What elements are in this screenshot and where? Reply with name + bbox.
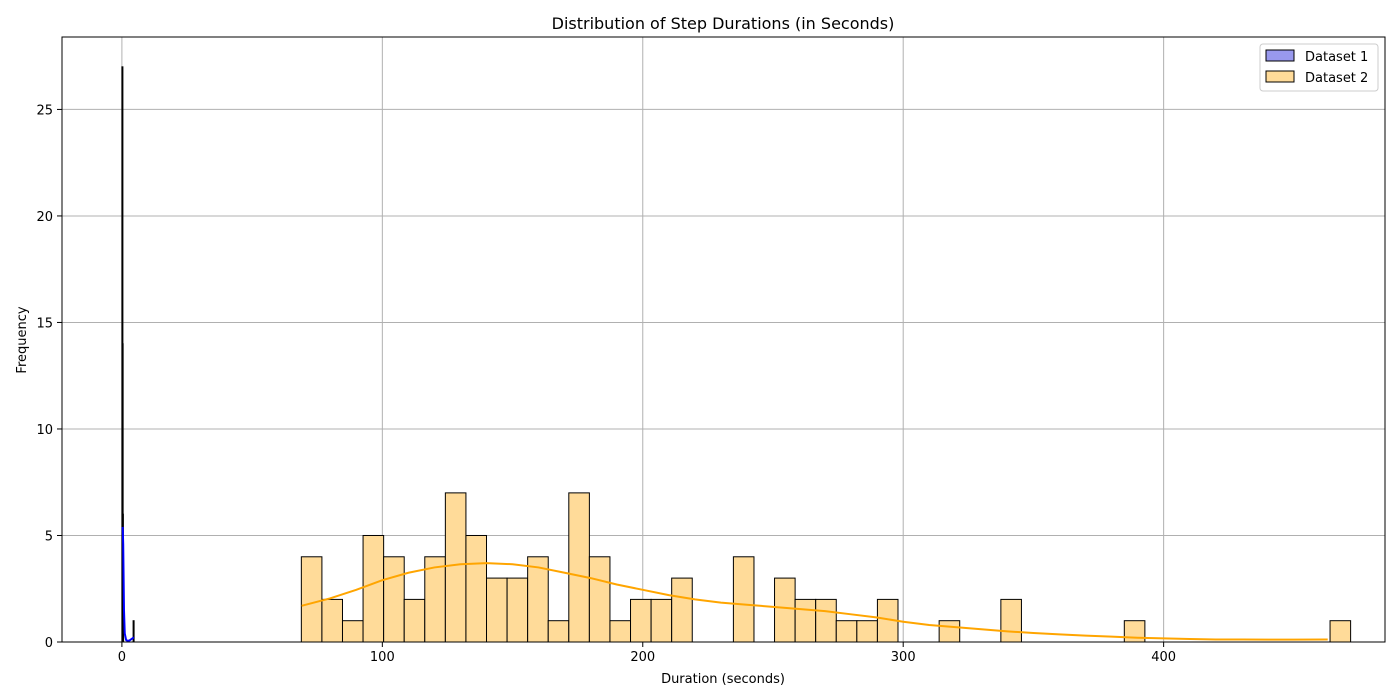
histogram-bar-dataset-2: [610, 621, 631, 642]
legend-label-dataset-1: Dataset 1: [1305, 50, 1368, 65]
histogram-bar-dataset-2: [322, 599, 343, 642]
histogram-bar-dataset-2: [857, 621, 878, 642]
legend-swatch-dataset-1: [1266, 50, 1294, 61]
histogram-bar-dataset-2: [672, 578, 693, 642]
histogram-bars: [122, 67, 1351, 642]
y-tick-label: 5: [45, 529, 53, 544]
y-tick-label: 20: [36, 210, 53, 225]
x-axis-title: Duration (seconds): [661, 672, 785, 687]
grid: [62, 37, 1385, 642]
histogram-bar-dataset-2: [384, 557, 405, 642]
histogram-bar-dataset-2: [404, 599, 425, 642]
y-tick-label: 10: [36, 423, 53, 438]
histogram-bar-dataset-2: [775, 578, 796, 642]
plot-frame: [62, 37, 1385, 642]
histogram-bar-dataset-2: [1001, 599, 1022, 642]
histogram-bar-dataset-2: [342, 621, 363, 642]
chart-title: Distribution of Step Durations (in Secon…: [552, 14, 895, 33]
histogram-bar-dataset-2: [836, 621, 857, 642]
histogram-bar-dataset-2: [548, 621, 569, 642]
histogram-bar-dataset-2: [569, 493, 590, 642]
y-axis-title: Frequency: [15, 306, 30, 373]
histogram-bar-dataset-2: [507, 578, 528, 642]
histogram-bar-dataset-2: [733, 557, 754, 642]
x-tick-label: 0: [118, 650, 126, 665]
y-tick-label: 15: [36, 316, 53, 331]
legend-swatch-dataset-2: [1266, 71, 1294, 82]
x-tick-label: 300: [891, 650, 916, 665]
y-tick-label: 25: [36, 103, 53, 118]
histogram-bar-dataset-2: [651, 599, 672, 642]
histogram-bar-dataset-2: [363, 535, 384, 642]
legend: Dataset 1 Dataset 2: [1260, 44, 1378, 91]
histogram-bar-dataset-2: [301, 557, 322, 642]
histogram-bar-dataset-2: [631, 599, 652, 642]
histogram-bar-dataset-2: [795, 599, 816, 642]
histogram-bar-dataset-2: [939, 621, 960, 642]
kde-line-dataset-1: [123, 527, 134, 641]
x-tick-label: 100: [370, 650, 395, 665]
histogram-bar-dataset-2: [816, 599, 837, 642]
x-tick-label: 400: [1151, 650, 1176, 665]
histogram-bar-dataset-2: [1330, 621, 1351, 642]
x-tick-label: 200: [630, 650, 655, 665]
histogram-bar-dataset-2: [487, 578, 508, 642]
legend-label-dataset-2: Dataset 2: [1305, 71, 1368, 86]
y-tick-label: 0: [45, 636, 53, 651]
histogram-bar-dataset-2: [589, 557, 610, 642]
histogram-bar-dataset-2: [445, 493, 466, 642]
histogram-bar-dataset-2: [466, 535, 487, 642]
